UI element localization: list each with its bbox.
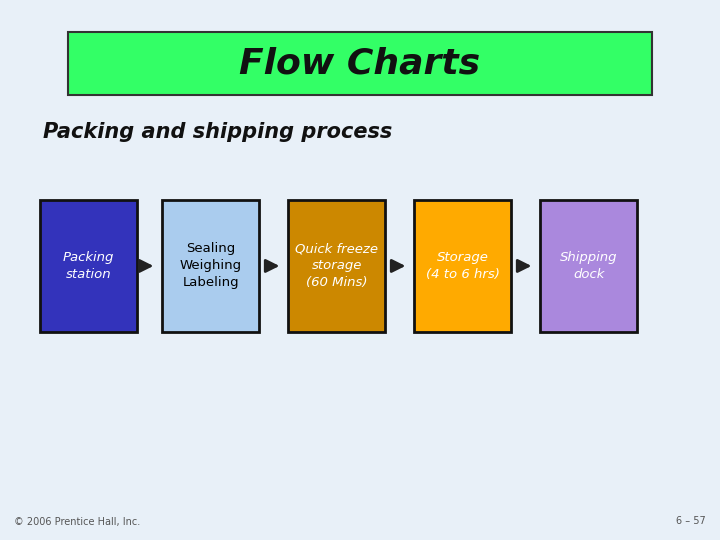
Text: 6 – 57: 6 – 57: [676, 516, 706, 526]
Text: Packing and shipping process: Packing and shipping process: [43, 122, 392, 143]
FancyBboxPatch shape: [162, 200, 259, 332]
FancyBboxPatch shape: [288, 200, 385, 332]
FancyBboxPatch shape: [40, 200, 137, 332]
FancyBboxPatch shape: [414, 200, 511, 332]
Text: Shipping
dock: Shipping dock: [560, 251, 617, 281]
Text: Storage
(4 to 6 hrs): Storage (4 to 6 hrs): [426, 251, 500, 281]
Text: Sealing
Weighing
Labeling: Sealing Weighing Labeling: [179, 242, 242, 289]
Text: Quick freeze
storage
(60 Mins): Quick freeze storage (60 Mins): [295, 242, 378, 289]
FancyBboxPatch shape: [68, 32, 652, 94]
FancyBboxPatch shape: [540, 200, 637, 332]
Text: Flow Charts: Flow Charts: [240, 46, 480, 80]
Text: Packing
station: Packing station: [63, 251, 114, 281]
Text: © 2006 Prentice Hall, Inc.: © 2006 Prentice Hall, Inc.: [14, 516, 140, 526]
